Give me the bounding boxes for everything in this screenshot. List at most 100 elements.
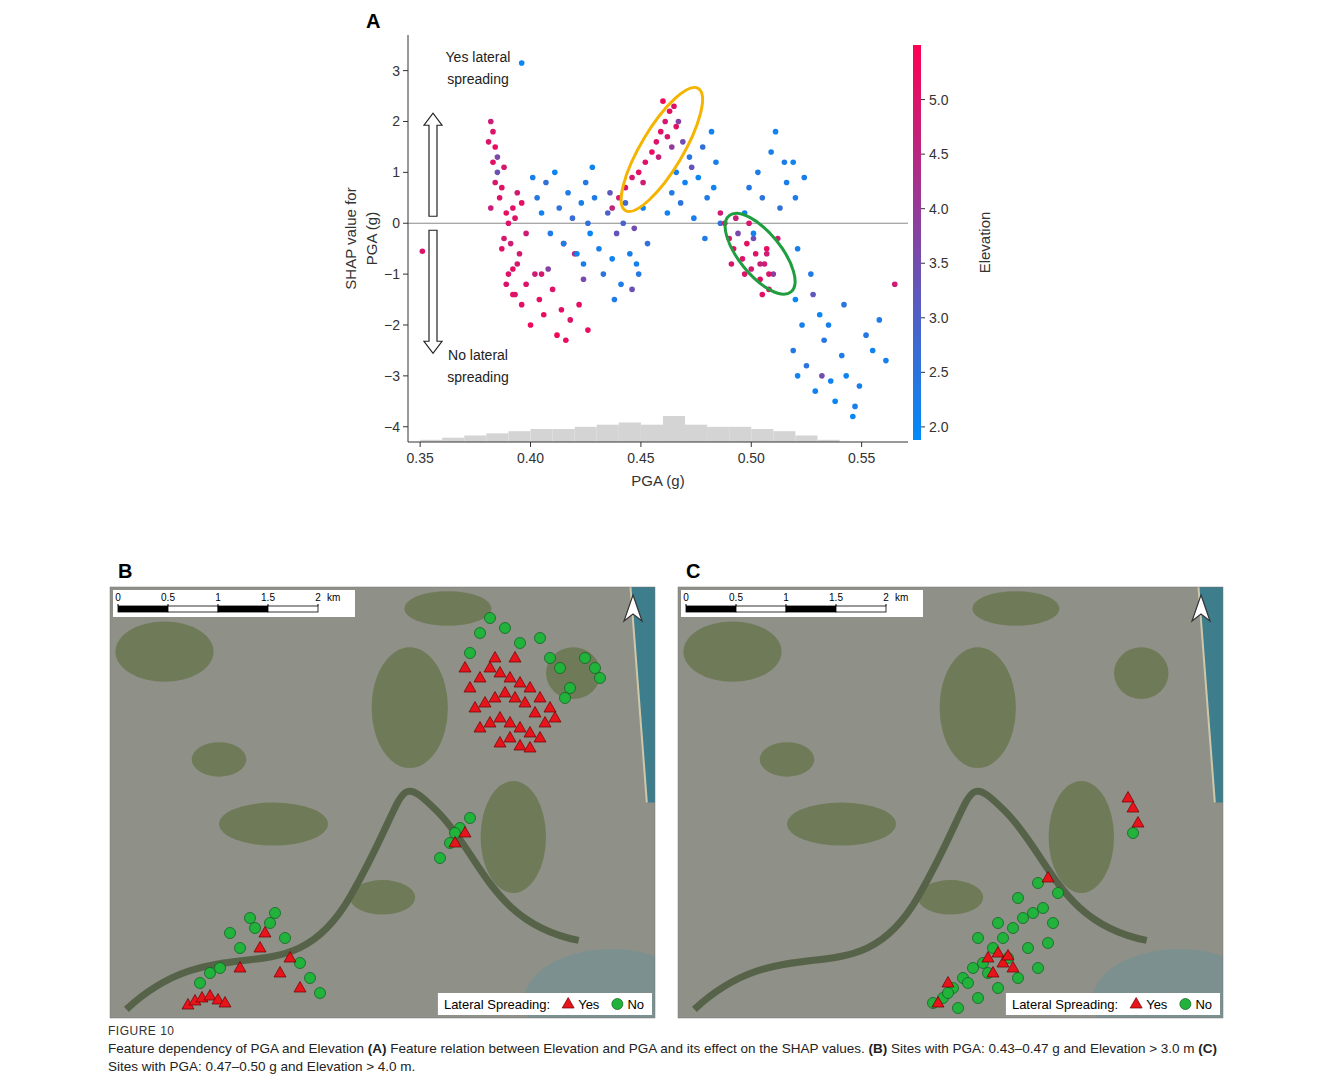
site-no: [270, 908, 281, 919]
colorbar: [913, 45, 921, 440]
point: [541, 312, 547, 318]
point: [660, 98, 666, 104]
point: [877, 317, 883, 323]
site-no: [953, 1003, 964, 1014]
site-yes: [494, 667, 506, 678]
point: [545, 266, 551, 272]
site-yes: [942, 977, 954, 988]
x-tick: [751, 442, 752, 447]
site-yes: [529, 707, 541, 718]
map-park: [940, 647, 1016, 768]
point: [629, 175, 635, 181]
point: [548, 231, 554, 237]
map-frame: [110, 587, 655, 1018]
histogram-bar: [531, 429, 553, 442]
annotation: spreading: [447, 71, 509, 87]
point: [852, 404, 858, 410]
map-coast: [1198, 587, 1214, 803]
annotation: spreading: [447, 369, 509, 385]
site-no: [565, 683, 576, 694]
highlight-ellipse: [607, 78, 716, 222]
point: [581, 261, 587, 267]
site-no: [973, 993, 984, 1004]
point: [790, 159, 796, 165]
point: [495, 170, 501, 176]
scale-label: 2: [315, 592, 321, 603]
point: [662, 119, 668, 125]
colorbar-tick-label: 3.0: [929, 310, 949, 326]
site-no: [555, 663, 566, 674]
scale-tick: [786, 604, 787, 606]
site-no: [1013, 893, 1024, 904]
point: [590, 164, 596, 170]
scale-label: 0: [683, 592, 689, 603]
point: [514, 190, 520, 196]
site-yes: [474, 672, 486, 683]
legend-box: [438, 993, 652, 1015]
point: [753, 251, 759, 257]
point: [687, 154, 693, 160]
site-yes: [489, 652, 501, 663]
y-tick: [403, 172, 408, 173]
map-ground: [110, 587, 655, 1018]
y-tick-label: −1: [384, 266, 400, 282]
caption-text: Sites with PGA: 0.47–0.50 g and Elevatio…: [108, 1059, 415, 1074]
histogram-bar: [619, 423, 641, 443]
point: [766, 271, 772, 277]
point: [764, 246, 770, 252]
x-tick-label: 0.55: [848, 450, 875, 466]
panel-letter: B: [118, 560, 132, 582]
point: [614, 231, 620, 237]
highlight-ellipse: [713, 202, 807, 305]
point: [665, 134, 671, 140]
map-park: [481, 781, 546, 893]
site-yes: [992, 947, 1004, 958]
scale-tick: [686, 604, 687, 606]
colorbar-tick-label: 5.0: [929, 92, 949, 108]
point: [784, 180, 790, 186]
scale-label: 1: [783, 592, 789, 603]
site-no: [535, 633, 546, 644]
point: [733, 215, 739, 221]
histogram-bar: [553, 429, 575, 442]
x-tick: [861, 442, 862, 447]
point: [746, 220, 752, 226]
point: [746, 185, 752, 191]
site-no: [485, 613, 496, 624]
y-tick-label: 3: [392, 63, 400, 79]
point: [790, 348, 796, 354]
scale-label: 0.5: [161, 592, 175, 603]
point: [883, 358, 889, 364]
site-no: [225, 928, 236, 939]
site-yes: [1132, 817, 1144, 828]
point: [850, 414, 856, 420]
map-park: [972, 591, 1059, 625]
point: [691, 215, 697, 221]
point: [561, 241, 567, 247]
scale-unit: km: [895, 592, 908, 603]
y-tick: [403, 375, 408, 376]
site-yes: [1122, 792, 1134, 803]
point: [799, 322, 805, 328]
map-panel: B00.511.52kmLateral Spreading:YesNo: [110, 560, 699, 1022]
point: [499, 246, 505, 252]
site-no: [993, 918, 1004, 929]
legend-marker: [562, 998, 574, 1009]
point: [492, 180, 498, 186]
map-ocean: [630, 587, 655, 803]
caption-text: (A): [368, 1041, 387, 1056]
histogram-bar: [597, 425, 619, 442]
point: [519, 302, 525, 308]
point: [623, 200, 629, 206]
scale-segment: [218, 606, 268, 612]
histogram-bar: [641, 425, 663, 442]
colorbar-tick: [921, 372, 925, 373]
legend-marker: [612, 999, 623, 1010]
colorbar-tick-label: 4.5: [929, 146, 949, 162]
point: [629, 287, 635, 293]
map-ground: [678, 587, 1223, 1018]
point: [812, 388, 818, 394]
point: [539, 210, 545, 216]
point: [819, 373, 825, 379]
map-park: [1114, 647, 1169, 699]
